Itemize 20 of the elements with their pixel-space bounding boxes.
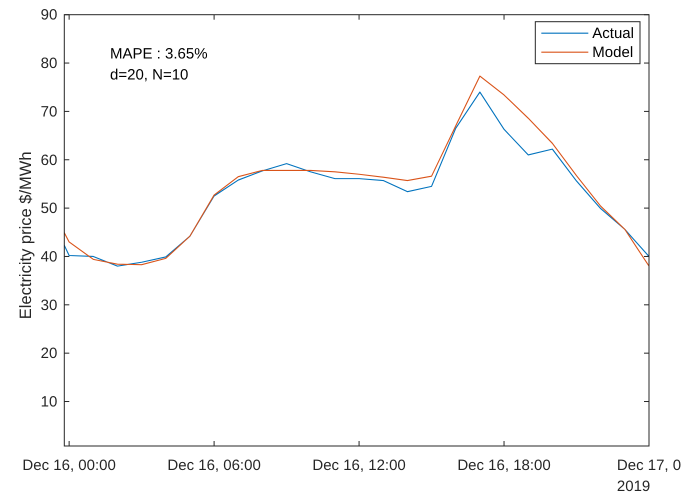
x-tick-label: Dec 16, 18:00 xyxy=(457,457,551,474)
x-tick-label: Dec 16, 00:00 xyxy=(22,457,116,474)
y-tick-label: 20 xyxy=(40,345,58,362)
y-tick-label: 50 xyxy=(40,200,58,218)
x-tick-label: Dec 16, 06:00 xyxy=(167,457,261,474)
y-tick-label: 60 xyxy=(40,152,58,169)
annotation: d=20, N=10 xyxy=(110,66,188,84)
y-tick-label: 40 xyxy=(40,248,58,266)
x-tick-label: Dec 17, 0 xyxy=(616,457,681,474)
y-tick-label: 90 xyxy=(40,6,58,24)
y-tick-label: 70 xyxy=(40,103,58,120)
y-tick-label: 80 xyxy=(40,55,58,72)
legend-label: Model xyxy=(592,44,634,62)
y-axis-title: Electricity price $/MWh xyxy=(16,151,35,320)
legend-label: Actual xyxy=(592,25,634,42)
x-tick-label: Dec 16, 12:00 xyxy=(312,457,406,474)
text: 2019 xyxy=(616,478,650,495)
y-tick-label: 30 xyxy=(40,296,58,314)
annotation: MAPE : 3.65% xyxy=(110,46,208,63)
y-tick-label: 10 xyxy=(40,394,58,411)
